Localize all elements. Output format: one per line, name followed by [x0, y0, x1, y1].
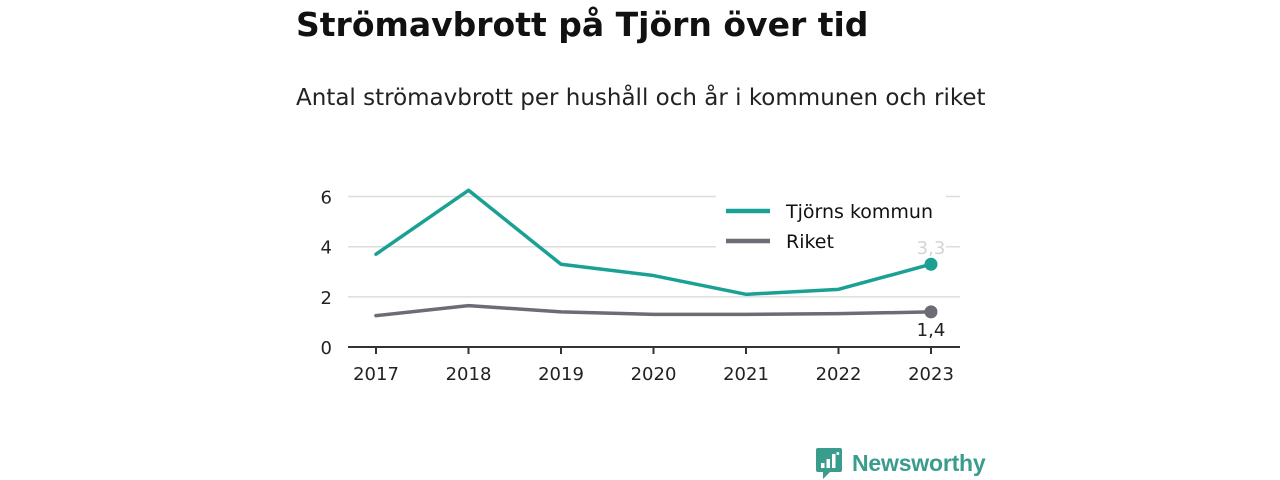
x-tick-label: 2022 — [816, 364, 862, 385]
x-tick-label: 2019 — [538, 364, 584, 385]
bar-chart-badge-icon — [816, 448, 842, 479]
end-value-label: 1,4 — [917, 320, 946, 341]
brand-name: Newsworthy — [852, 449, 986, 476]
newsworthy-logo[interactable]: Newsworthy — [815, 446, 986, 480]
series-endpoint — [924, 257, 938, 271]
x-tick-label: 2020 — [631, 364, 677, 385]
end-value-label: 3,3 — [917, 238, 946, 259]
y-tick-label: 0 — [321, 338, 332, 359]
end-labels: 3,3 1,4 — [917, 238, 946, 341]
series-line-1 — [374, 303, 933, 318]
y-tick-label: 2 — [321, 288, 332, 309]
series-endpoint — [924, 305, 938, 319]
x-tick-label: 2021 — [723, 364, 769, 385]
legend-label: Tjörns kommun — [785, 201, 933, 223]
series-lines — [374, 188, 938, 319]
legend: Tjörns kommun Riket — [716, 191, 946, 257]
series-line-0 — [374, 188, 933, 297]
x-tick-label: 2017 — [353, 364, 399, 385]
chart-title: Strömavbrott på Tjörn över tid — [296, 5, 869, 44]
legend-label: Riket — [786, 231, 834, 253]
legend-background — [716, 191, 946, 257]
x-tick-label: 2018 — [446, 364, 492, 385]
y-tick-label: 4 — [321, 238, 332, 259]
x-tick-label: 2023 — [908, 364, 954, 385]
chart-subtitle: Antal strömavbrott per hushåll och år i … — [296, 85, 986, 111]
axes: 0 2 4 6 2017 2018 2019 2020 2021 2022 2023 — [321, 188, 960, 385]
y-tick-label: 6 — [321, 188, 332, 209]
